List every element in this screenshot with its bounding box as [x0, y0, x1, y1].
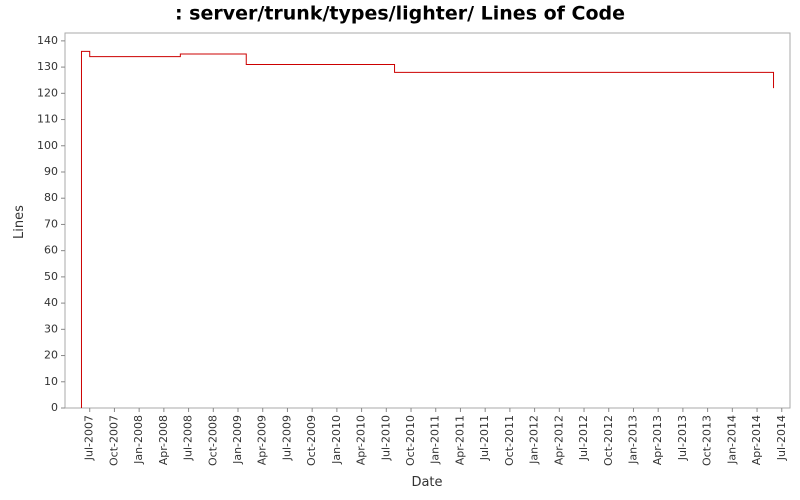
- x-tick-label: Jul-2013: [676, 415, 689, 461]
- y-tick-label: 130: [37, 60, 58, 73]
- y-tick-label: 40: [44, 296, 58, 309]
- x-tick-label: Oct-2007: [107, 415, 120, 466]
- y-tick-label: 30: [44, 322, 58, 335]
- y-tick-label: 50: [44, 270, 58, 283]
- x-tick-label: Jul-2008: [182, 415, 195, 461]
- x-tick-label: Jul-2011: [478, 415, 491, 461]
- x-tick-label: Jan-2012: [528, 415, 541, 465]
- x-tick-label: Oct-2011: [503, 415, 516, 466]
- y-tick-label: 80: [44, 191, 58, 204]
- y-tick-label: 20: [44, 349, 58, 362]
- x-tick-label: Jul-2012: [577, 415, 590, 461]
- y-tick-label: 60: [44, 244, 58, 257]
- x-tick-label: Oct-2008: [206, 415, 219, 466]
- x-tick-label: Oct-2010: [404, 415, 417, 466]
- y-tick-label: 140: [37, 34, 58, 47]
- data-line: [80, 50, 775, 408]
- x-tick-label: Apr-2008: [157, 415, 170, 465]
- chart-title: : server/trunk/types/lighter/ Lines of C…: [175, 3, 625, 25]
- x-tick-label: Apr-2014: [750, 415, 763, 465]
- x-tick-label: Jul-2014: [775, 415, 788, 461]
- x-axis-label: Date: [411, 475, 442, 490]
- x-tick-label: Jul-2009: [280, 415, 293, 461]
- plot-frame: [64, 32, 791, 409]
- x-tick-label: Jan-2010: [330, 415, 343, 465]
- x-tick-label: Jan-2008: [132, 415, 145, 465]
- x-tick-label: Apr-2009: [256, 415, 269, 465]
- y-tick-label: 110: [37, 113, 58, 126]
- y-tick-label: 100: [37, 139, 58, 152]
- x-tick-label: Oct-2009: [305, 415, 318, 466]
- x-tick-label: Jan-2009: [231, 415, 244, 465]
- x-tick-label: Jan-2013: [626, 415, 639, 465]
- x-tick-label: Apr-2012: [552, 415, 565, 465]
- x-tick-label: Apr-2011: [453, 415, 466, 465]
- x-tick-label: Jul-2007: [83, 415, 96, 461]
- x-tick-label: Jul-2010: [379, 415, 392, 461]
- x-tick-label: Apr-2013: [651, 415, 664, 465]
- x-tick-label: Jan-2011: [429, 415, 442, 465]
- y-axis-label: Lines: [12, 205, 27, 239]
- y-tick-label: 70: [44, 217, 58, 230]
- y-tick-label: 10: [44, 375, 58, 388]
- x-tick-label: Oct-2013: [701, 415, 714, 466]
- x-tick-label: Jan-2014: [725, 415, 738, 465]
- y-tick-label: 120: [37, 86, 58, 99]
- y-tick-label: 90: [44, 165, 58, 178]
- x-tick-label: Oct-2012: [602, 415, 615, 466]
- y-tick-label: 0: [51, 401, 58, 414]
- x-tick-label: Apr-2010: [355, 415, 368, 465]
